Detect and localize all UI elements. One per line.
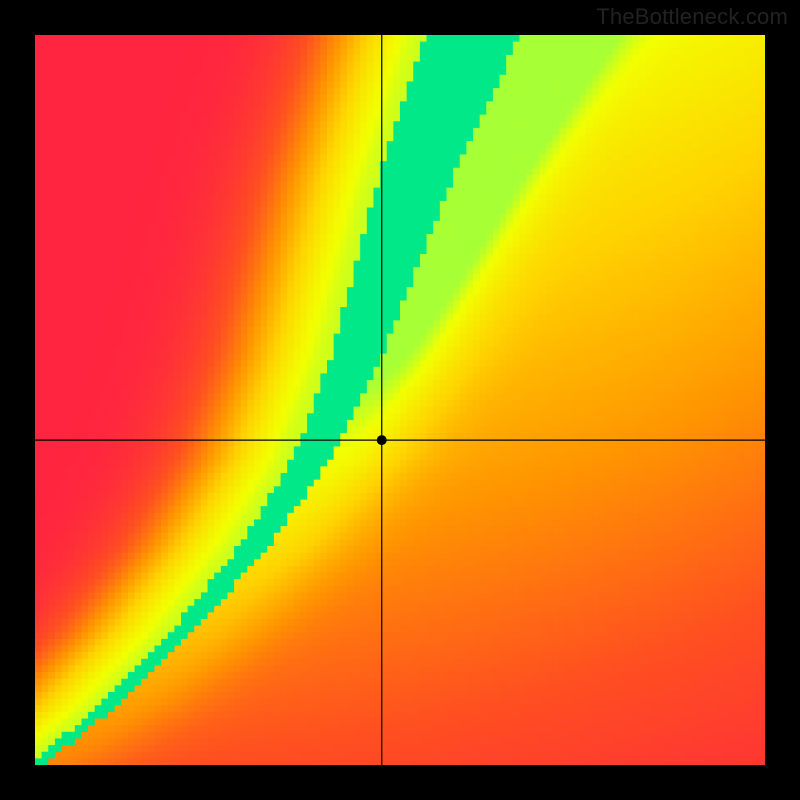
- chart-container: TheBottleneck.com: [0, 0, 800, 800]
- heatmap-plot: [0, 0, 800, 800]
- watermark-text: TheBottleneck.com: [596, 4, 788, 29]
- crosshair-marker: [377, 435, 387, 445]
- watermark: TheBottleneck.com: [596, 4, 788, 30]
- heatmap-cells: [35, 35, 766, 766]
